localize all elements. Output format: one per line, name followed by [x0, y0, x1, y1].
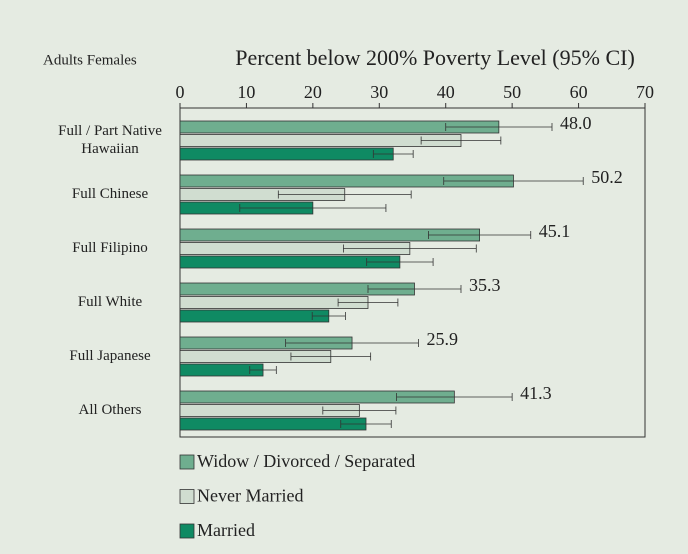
category-label: Full Filipino — [72, 240, 148, 256]
x-tick-label: 50 — [503, 82, 521, 102]
category-label: Full Japanese — [69, 348, 151, 364]
data-label: 41.3 — [520, 383, 552, 403]
category-label: Full White — [77, 294, 143, 310]
bar — [179, 147, 394, 161]
data-label: 48.0 — [560, 113, 592, 133]
chart-title: Percent below 200% Poverty Level (95% CI… — [235, 45, 635, 70]
data-label: 45.1 — [539, 221, 571, 241]
x-tick-label: 20 — [304, 82, 322, 102]
legend-label: Married — [197, 520, 255, 540]
legend-label: Never Married — [197, 486, 303, 506]
legend-swatch — [179, 454, 195, 470]
x-tick-label: 60 — [570, 82, 588, 102]
category-label: Full / Part Native Hawaiian — [58, 123, 162, 157]
legend-label: Widow / Divorced / Separated — [197, 451, 415, 471]
x-tick-label: 70 — [636, 82, 654, 102]
plot-frame — [179, 107, 646, 438]
subtitle: Adults Females — [43, 52, 137, 68]
x-tick-label: 40 — [437, 82, 455, 102]
bar — [179, 309, 330, 323]
legend-swatch — [179, 523, 195, 539]
bar — [179, 134, 462, 147]
category-label: Full Chinese — [71, 186, 149, 202]
x-tick-label: 30 — [370, 82, 388, 102]
x-tick-label: 0 — [176, 82, 185, 102]
data-label: 25.9 — [426, 329, 458, 349]
legend-swatch — [179, 489, 195, 504]
data-label: 35.3 — [469, 275, 501, 295]
category-label: All Others — [78, 402, 142, 418]
bar — [179, 417, 367, 431]
data-label: 50.2 — [591, 167, 623, 187]
x-tick-label: 10 — [237, 82, 255, 102]
